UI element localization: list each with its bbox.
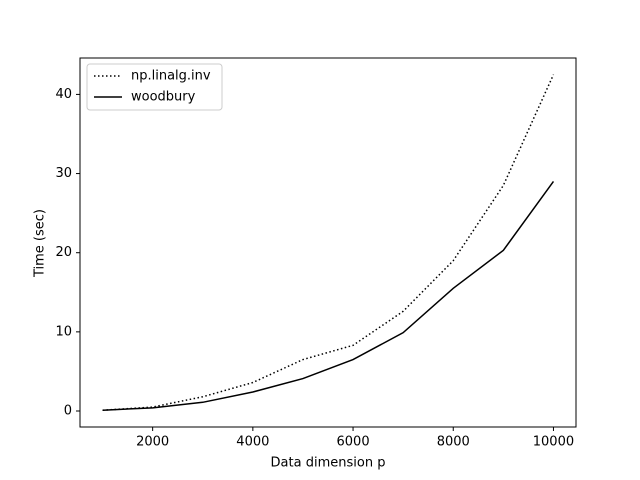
- x-tick-label: 10000: [533, 435, 574, 450]
- x-axis-label: Data dimension p: [271, 456, 386, 471]
- x-tick-label: 2000: [136, 435, 169, 450]
- y-tick-label: 20: [55, 245, 72, 260]
- legend-label: np.linalg.inv: [131, 69, 211, 84]
- plot-frame: [79, 57, 577, 428]
- x-tick-label: 4000: [236, 435, 269, 450]
- y-tick-label: 30: [55, 166, 72, 181]
- data-line: [102, 181, 555, 411]
- y-tick-label: 10: [55, 324, 72, 339]
- x-tick-label: 8000: [437, 435, 470, 450]
- y-axis-label: Time (sec): [33, 209, 48, 278]
- legend-box: [86, 63, 223, 111]
- x-tick-label: 6000: [337, 435, 370, 450]
- y-tick-label: 40: [55, 87, 72, 102]
- data-line: [102, 74, 555, 411]
- y-tick-label: 0: [64, 404, 72, 419]
- legend-label: woodbury: [131, 90, 196, 105]
